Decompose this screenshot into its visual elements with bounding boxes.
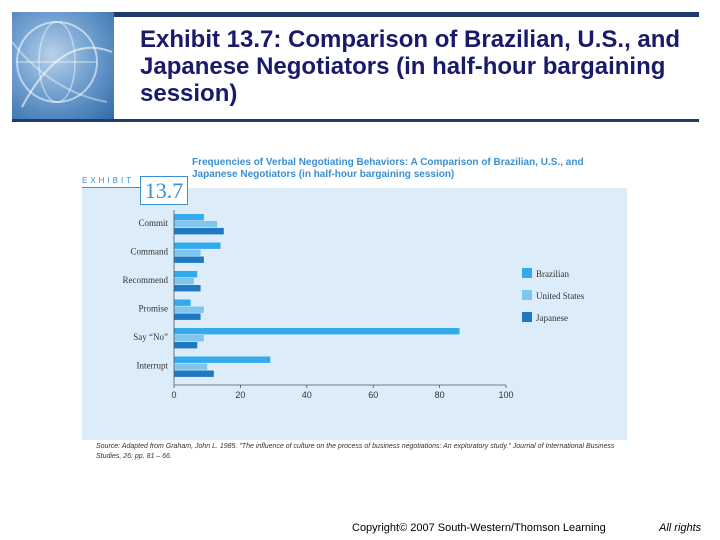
x-tick-label: 0 xyxy=(171,390,176,400)
bar xyxy=(174,335,204,342)
category-label: Recommend xyxy=(123,275,169,285)
bar xyxy=(174,356,271,363)
bar xyxy=(174,299,191,306)
exhibit-number: 13.7 xyxy=(140,176,188,205)
bar xyxy=(174,363,208,370)
bar xyxy=(174,249,201,256)
category-label: Promise xyxy=(138,304,168,314)
bar xyxy=(174,271,198,278)
exhibit: EXHIBIT Frequencies of Verbal Negotiatin… xyxy=(82,150,627,460)
chart-panel: Commit Command Recommend Promise Say “No” Int… xyxy=(82,188,627,460)
category-label: Command xyxy=(131,247,169,257)
rights-text: All rights xyxy=(659,522,702,534)
bar-chart: Commit Command Recommend Promise Say “No” Int… xyxy=(123,210,585,400)
legend-label: United States xyxy=(536,291,585,301)
globe-icon xyxy=(12,21,113,108)
bar xyxy=(174,228,224,235)
legend-swatch xyxy=(522,268,532,278)
x-tick-label: 40 xyxy=(302,390,312,400)
x-tick-label: 100 xyxy=(498,390,513,400)
x-tick-label: 60 xyxy=(368,390,378,400)
bar xyxy=(174,256,204,263)
x-tick-label: 80 xyxy=(435,390,445,400)
slide-title: Exhibit 13.7: Comparison of Brazilian, U… xyxy=(140,26,681,107)
bar xyxy=(174,242,221,249)
top-rule xyxy=(114,12,699,17)
legend-label: Brazilian xyxy=(536,269,569,279)
exhibit-divider xyxy=(82,187,142,188)
bar xyxy=(174,342,198,349)
source-note: Source: Adapted from Graham, John L. 198… xyxy=(96,443,615,460)
category-label: Say “No” xyxy=(133,332,168,342)
bar xyxy=(174,370,214,377)
copyright-text: Copyright© 2007 South-Western/Thomson Le… xyxy=(352,522,606,534)
bar xyxy=(174,214,204,221)
category-label: Commit xyxy=(138,218,168,228)
legend-swatch xyxy=(522,290,532,300)
chart-title: Frequencies of Verbal Negotiating Behavi… xyxy=(192,157,584,180)
bar xyxy=(174,313,201,320)
bar xyxy=(174,285,201,292)
x-tick-label: 20 xyxy=(235,390,245,400)
globe-logo xyxy=(12,12,114,120)
bar xyxy=(174,221,218,228)
category-label: Interrupt xyxy=(137,361,169,371)
bar xyxy=(174,278,194,285)
bottom-rule xyxy=(12,119,699,122)
bar xyxy=(174,306,204,313)
legend-label: Japanese xyxy=(536,313,568,323)
legend-swatch xyxy=(522,312,532,322)
bar xyxy=(174,328,460,335)
exhibit-label: EXHIBIT xyxy=(82,176,135,185)
